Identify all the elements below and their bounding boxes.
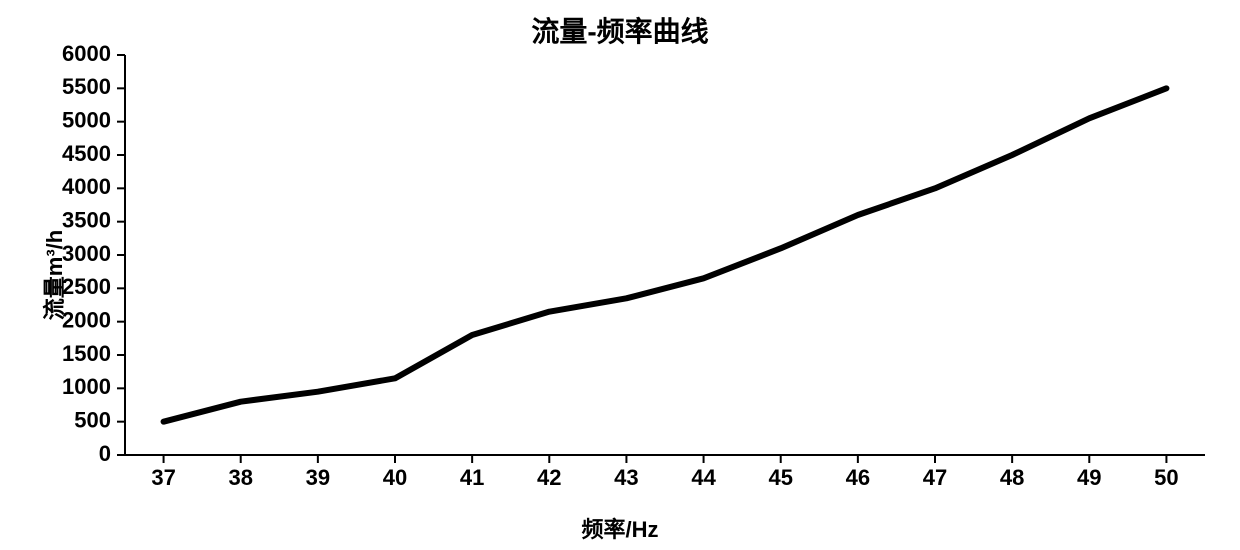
x-tick-label: 47 xyxy=(923,465,947,490)
y-tick-label: 4000 xyxy=(62,174,111,199)
chart-container: 流量-频率曲线 流量m³/h 频率/Hz 0500100015002000250… xyxy=(0,0,1240,550)
y-tick-label: 2000 xyxy=(62,307,111,332)
x-tick-label: 45 xyxy=(768,465,792,490)
x-tick-label: 46 xyxy=(846,465,870,490)
y-tick-label: 4500 xyxy=(62,141,111,166)
y-tick-label: 3000 xyxy=(62,241,111,266)
x-tick-label: 48 xyxy=(1000,465,1024,490)
x-tick-label: 44 xyxy=(691,465,716,490)
y-tick-label: 6000 xyxy=(62,41,111,66)
x-tick-label: 49 xyxy=(1077,465,1101,490)
x-tick-label: 43 xyxy=(614,465,638,490)
y-tick-label: 2500 xyxy=(62,274,111,299)
x-tick-label: 42 xyxy=(537,465,561,490)
x-tick-label: 38 xyxy=(228,465,252,490)
data-line xyxy=(164,88,1167,421)
y-tick-label: 3500 xyxy=(62,207,111,232)
y-tick-label: 500 xyxy=(74,407,111,432)
chart-svg: 0 500 1000 1500 2000 2500 3000 3500 4000 4500 5000… xyxy=(0,0,1240,550)
x-tick-label: 40 xyxy=(383,465,407,490)
y-tick-label: 0 xyxy=(99,441,111,466)
y-tick-label: 1500 xyxy=(62,341,111,366)
x-tick-label: 41 xyxy=(460,465,484,490)
x-tick-label: 39 xyxy=(306,465,330,490)
y-tick-label: 5500 xyxy=(62,74,111,99)
y-tick-label: 5000 xyxy=(62,107,111,132)
x-tick-label: 37 xyxy=(151,465,175,490)
x-tick-label: 50 xyxy=(1154,465,1178,490)
y-tick-label: 1000 xyxy=(62,374,111,399)
